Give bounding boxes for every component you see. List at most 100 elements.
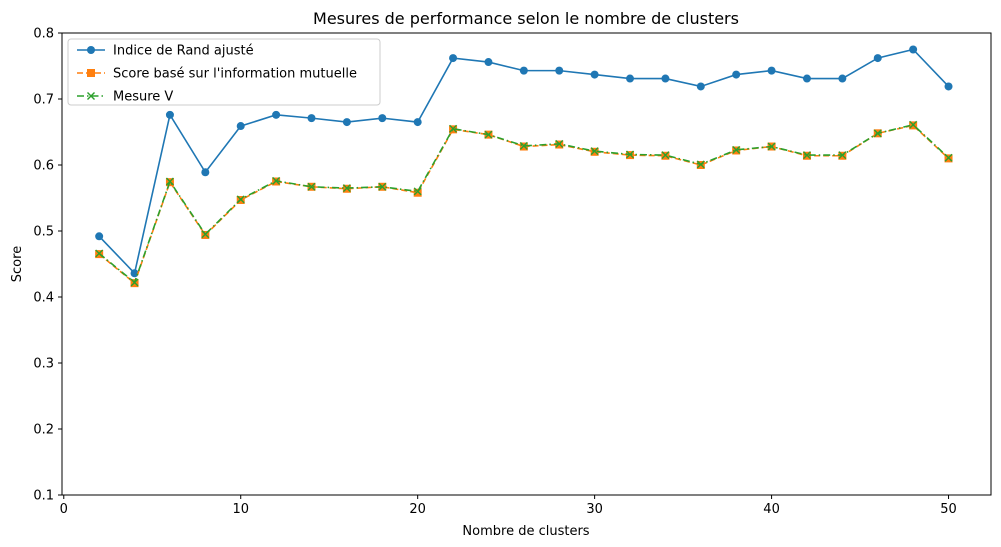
x-marker-stroke xyxy=(378,182,387,191)
x-marker-stroke xyxy=(696,160,705,169)
y-tick-label: 0.7 xyxy=(33,93,54,108)
data-point xyxy=(413,188,422,197)
x-tick-label: 20 xyxy=(409,502,426,517)
data-point xyxy=(944,82,953,91)
legend-marker xyxy=(87,92,95,100)
x-marker-stroke xyxy=(519,141,528,150)
data-point xyxy=(236,195,245,204)
y-tick-label: 0.2 xyxy=(33,423,54,438)
x-tick-label: 50 xyxy=(940,502,957,517)
data-point xyxy=(307,114,316,123)
data-point xyxy=(519,66,528,75)
data-point xyxy=(95,232,104,241)
data-point xyxy=(626,74,635,83)
data-point xyxy=(590,147,599,156)
data-point xyxy=(130,269,139,278)
data-point xyxy=(696,160,705,169)
data-point xyxy=(307,182,316,191)
data-point xyxy=(732,70,741,79)
data-point xyxy=(272,176,281,185)
series-1 xyxy=(95,45,953,278)
chart-title: Mesures de performance selon le nombre d… xyxy=(313,9,739,28)
legend: Indice de Rand ajusté Score basé sur l'in… xyxy=(67,38,381,106)
data-point xyxy=(909,45,918,54)
data-point xyxy=(802,74,811,83)
x-marker-stroke xyxy=(449,124,458,133)
x-axis: 0 10 20 30 40 50 xyxy=(60,495,957,517)
x-tick-label: 40 xyxy=(763,502,780,517)
y-axis: 0.1 0.2 0.3 0.4 0.5 0.6 0.7 0.8 xyxy=(33,27,62,504)
data-point xyxy=(236,122,245,131)
x-tick-label: 30 xyxy=(586,502,603,517)
x-marker-stroke xyxy=(307,182,316,191)
x-marker-stroke xyxy=(626,150,635,159)
x-marker-stroke xyxy=(873,129,882,138)
data-point xyxy=(449,54,458,63)
x-marker-stroke xyxy=(236,195,245,204)
x-marker-stroke xyxy=(87,92,95,100)
y-axis-title: Score xyxy=(10,246,25,282)
x-marker-stroke xyxy=(767,142,776,151)
x-marker-stroke xyxy=(165,177,174,186)
data-point xyxy=(342,184,351,193)
y-tick-label: 0.5 xyxy=(33,225,54,240)
legend-entry: Mesure V xyxy=(77,90,173,105)
data-point xyxy=(413,118,422,127)
y-tick-label: 0.1 xyxy=(33,489,54,504)
data-point xyxy=(873,54,882,63)
data-point xyxy=(696,82,705,91)
x-marker-stroke xyxy=(802,151,811,160)
data-point xyxy=(272,110,281,119)
x-axis-title: Nombre de clusters xyxy=(462,524,589,539)
x-marker-stroke xyxy=(272,176,281,185)
data-point xyxy=(838,74,847,83)
series-3 xyxy=(95,120,953,287)
plot-area xyxy=(95,45,953,288)
x-marker-stroke xyxy=(413,187,422,196)
x-marker-stroke xyxy=(342,184,351,193)
x-marker-stroke xyxy=(944,153,953,162)
legend-label: Score basé sur l'information mutuelle xyxy=(113,67,357,82)
y-tick-label: 0.4 xyxy=(33,291,54,306)
x-marker-stroke xyxy=(838,151,847,160)
data-point xyxy=(378,114,387,123)
legend-label: Mesure V xyxy=(113,90,173,105)
data-point xyxy=(838,151,847,160)
data-point xyxy=(909,120,918,129)
data-point xyxy=(484,130,493,139)
x-marker-stroke xyxy=(130,278,139,287)
data-point xyxy=(201,168,210,177)
y-tick-label: 0.3 xyxy=(33,357,54,372)
data-point xyxy=(378,182,387,191)
data-point xyxy=(342,118,351,127)
legend-box xyxy=(67,38,381,106)
data-point xyxy=(484,58,493,67)
legend-entry: Indice de Rand ajusté xyxy=(77,44,254,59)
data-point xyxy=(944,153,953,162)
x-marker-stroke xyxy=(95,249,104,258)
x-marker-stroke xyxy=(201,230,210,239)
legend-marker xyxy=(87,46,95,54)
data-point xyxy=(661,151,670,160)
data-point xyxy=(590,70,599,79)
data-point xyxy=(449,124,458,133)
data-point xyxy=(413,187,422,196)
x-tick-label: 10 xyxy=(232,502,249,517)
data-point xyxy=(555,66,564,75)
data-point xyxy=(626,150,635,159)
legend-label: Indice de Rand ajusté xyxy=(113,44,254,59)
plot-frame xyxy=(61,32,992,496)
data-point xyxy=(873,129,882,138)
data-point xyxy=(767,142,776,151)
data-point xyxy=(732,145,741,154)
x-marker-stroke xyxy=(661,151,670,160)
data-point xyxy=(767,66,776,75)
x-marker-stroke xyxy=(555,139,564,148)
data-point xyxy=(95,249,104,258)
x-marker-stroke xyxy=(732,145,741,154)
data-point xyxy=(519,141,528,150)
x-marker-stroke xyxy=(909,120,918,129)
data-point xyxy=(802,151,811,160)
data-point xyxy=(661,74,670,83)
